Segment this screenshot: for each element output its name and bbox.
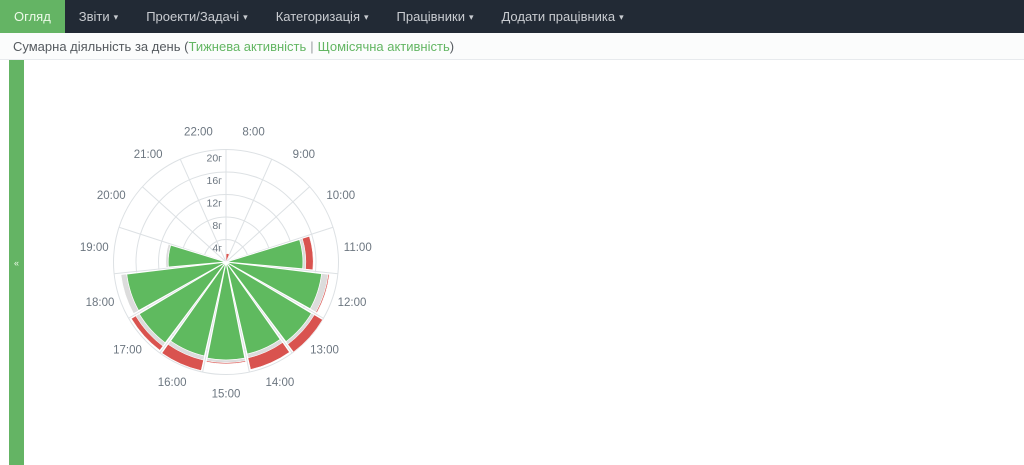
svg-text:10:00: 10:00	[326, 190, 355, 202]
svg-text:4г: 4г	[212, 243, 222, 255]
svg-text:16г: 16г	[206, 175, 222, 187]
svg-text:19:00: 19:00	[80, 242, 109, 254]
svg-text:22:00: 22:00	[184, 126, 213, 138]
svg-text:14:00: 14:00	[265, 377, 294, 389]
svg-text:17:00: 17:00	[113, 345, 142, 357]
svg-text:18:00: 18:00	[86, 297, 115, 309]
svg-text:8г: 8г	[212, 220, 222, 232]
svg-text:16:00: 16:00	[158, 377, 187, 389]
svg-text:15:00: 15:00	[212, 389, 241, 401]
svg-text:12г: 12г	[206, 198, 222, 210]
svg-text:12:00: 12:00	[338, 297, 367, 309]
svg-text:11:00: 11:00	[344, 242, 372, 254]
svg-text:20:00: 20:00	[97, 190, 126, 202]
svg-text:8:00: 8:00	[242, 126, 264, 138]
svg-text:13:00: 13:00	[310, 345, 339, 357]
svg-text:21:00: 21:00	[134, 149, 163, 161]
svg-text:9:00: 9:00	[293, 149, 315, 161]
svg-text:20г: 20г	[206, 153, 222, 165]
